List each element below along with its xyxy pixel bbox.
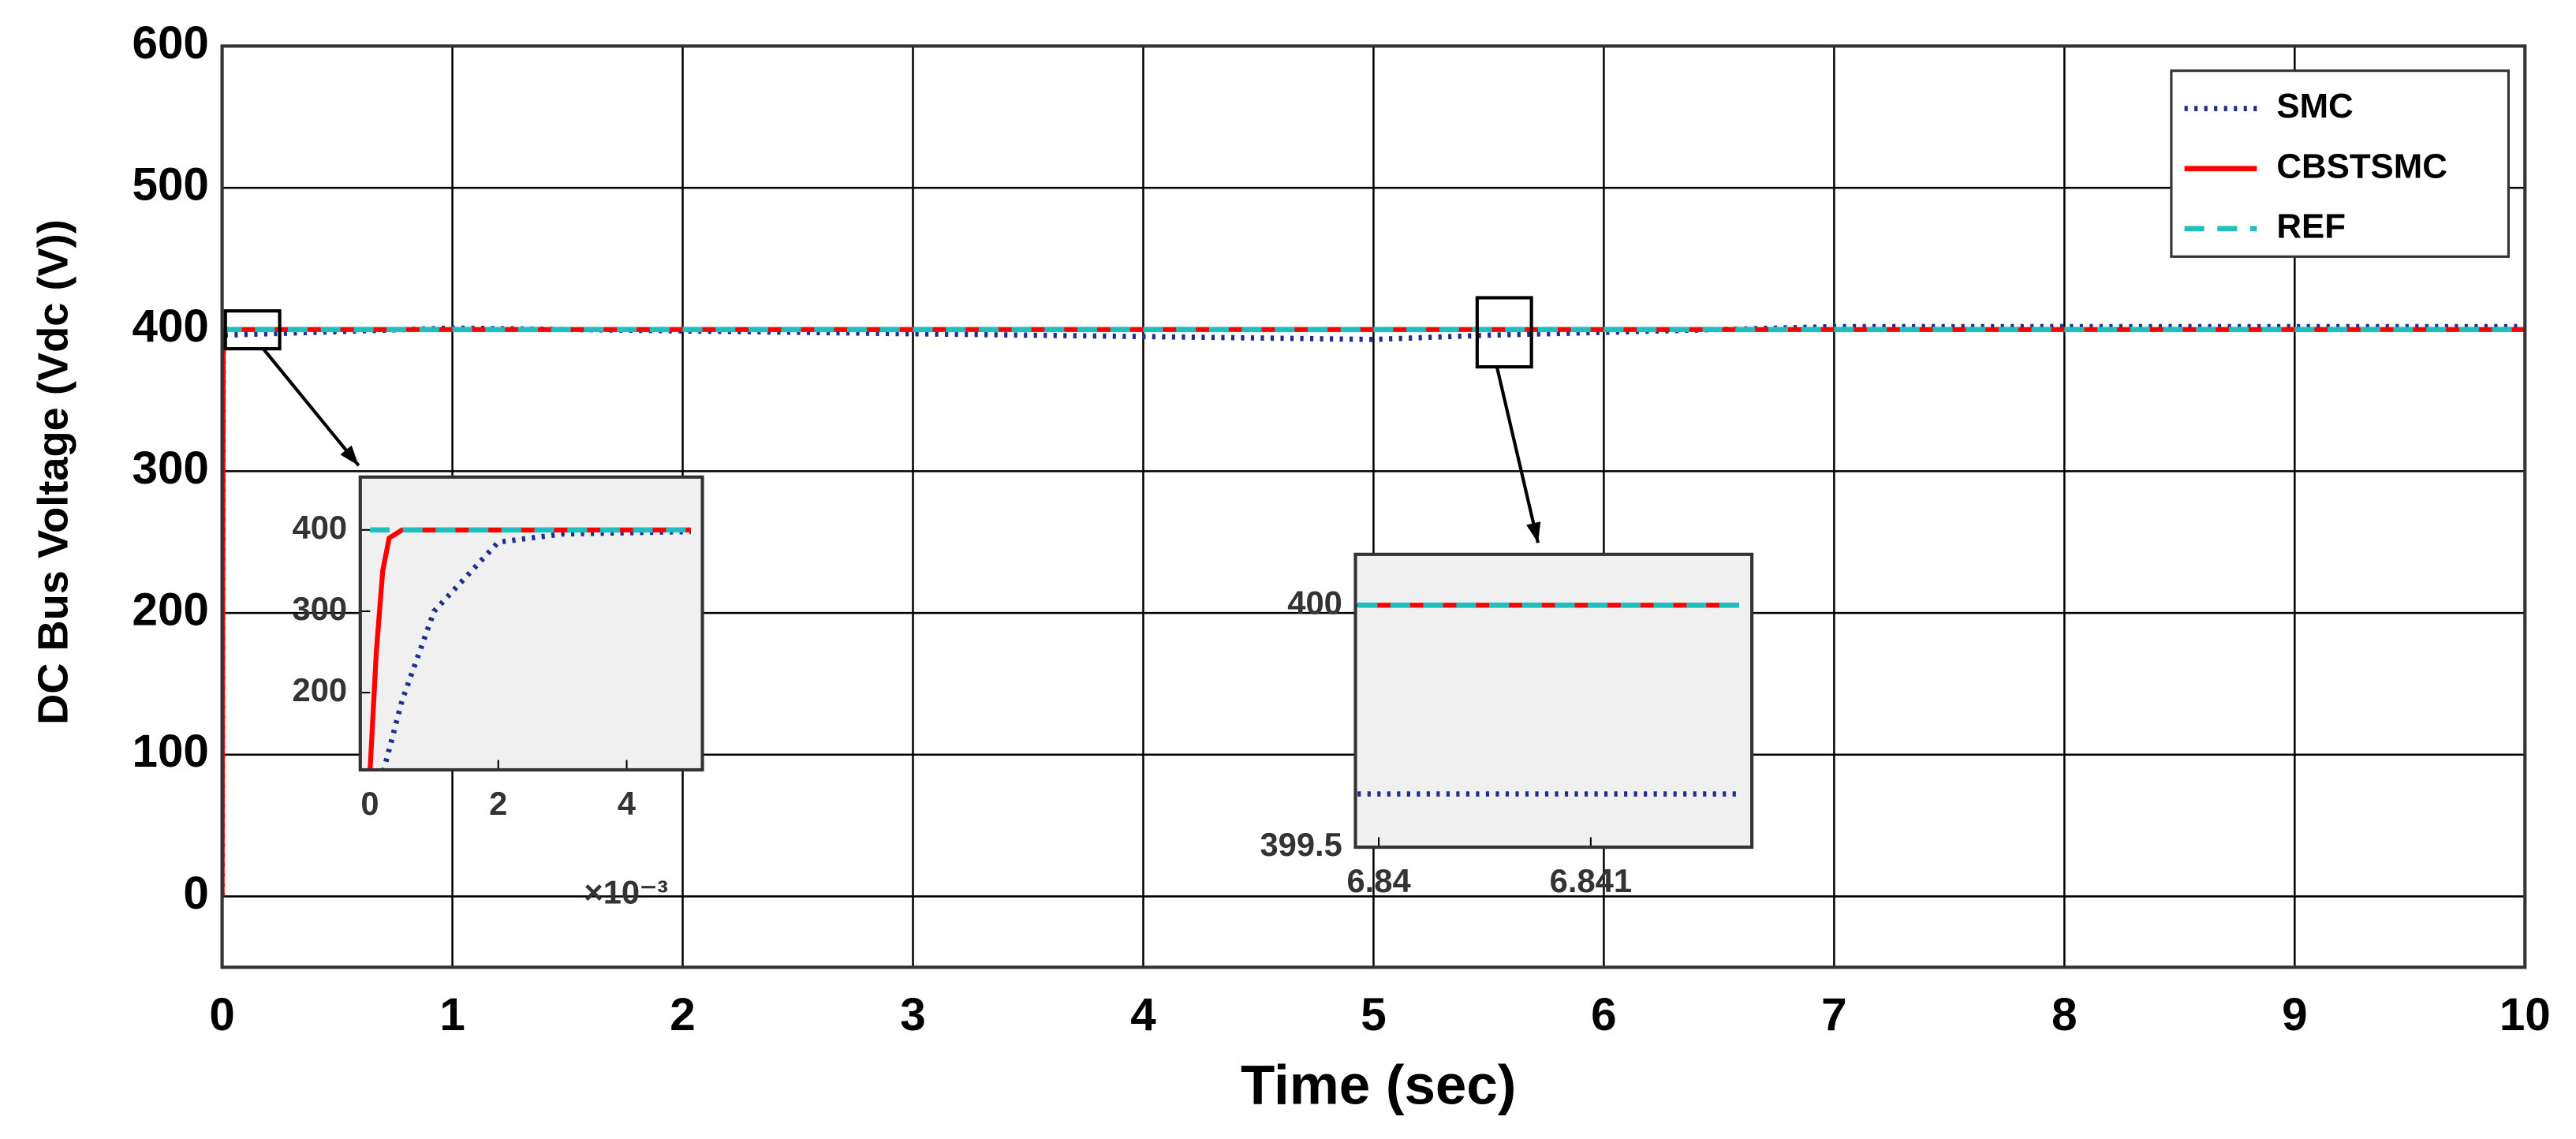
legend-label: SMC [2276, 87, 2353, 125]
x-tick-label: 2 [670, 989, 695, 1040]
legend: SMC CBSTSMC REF [2170, 69, 2511, 258]
legend-label: CBSTSMC [2276, 147, 2447, 185]
y-tick-label: 100 [133, 726, 209, 777]
x-tick-label: 0 [209, 989, 234, 1040]
zoom-box [1475, 296, 1533, 369]
x-tick-label: 0 [360, 785, 379, 822]
x-tick-label: 2 [489, 785, 507, 822]
y-tick-label: 400 [293, 509, 348, 546]
y-tick-label: 300 [133, 443, 209, 494]
x-tick-label: 1 [439, 989, 465, 1040]
plot-background [1355, 554, 1753, 848]
y-tick-label: 200 [133, 584, 209, 636]
zoom-arrow [262, 347, 360, 467]
legend-box [2170, 69, 2511, 258]
plot-frame [358, 475, 704, 772]
y-tick-label: 400 [133, 301, 209, 352]
legend-label: REF [2276, 207, 2346, 245]
data-line [222, 323, 2526, 897]
y-tick-label: 399.5 [1260, 826, 1342, 863]
y-axis-label: DC Bus Voltage (Vdc (V)) [29, 219, 77, 725]
zoom-box [223, 309, 282, 351]
x-tick-label: 6 [1591, 989, 1616, 1040]
x-tick-label: 4 [618, 785, 636, 822]
x-tick-label: 6.84 [1347, 862, 1411, 899]
plot-background [360, 476, 703, 771]
y-tick-label: 600 [133, 17, 209, 69]
plot-frame [220, 44, 2527, 969]
x-tick-label: 4 [1130, 989, 1156, 1040]
x-axis-label: Time (sec) [1241, 1054, 1516, 1116]
x-tick-label: 10 [2499, 989, 2551, 1040]
zoom-arrow [1495, 366, 1540, 543]
x-tick-label: 5 [1361, 989, 1386, 1040]
x-tick-label: 6.841 [1550, 862, 1632, 899]
x-tick-label: 3 [900, 989, 925, 1040]
plot-frame [1353, 552, 1754, 850]
y-tick-label: 200 [293, 671, 348, 708]
y-tick-label: 500 [133, 159, 209, 210]
x-tick-label: 9 [2282, 989, 2307, 1040]
y-tick-label: 0 [183, 868, 208, 919]
arrow-head [1526, 521, 1541, 543]
y-tick-label: 400 [1287, 584, 1342, 621]
y-tick-label: 300 [293, 590, 348, 627]
x-multiplier: ×10⁻³ [584, 874, 668, 911]
x-tick-label: 7 [1821, 989, 1846, 1040]
arrow-head [340, 445, 359, 466]
x-tick-label: 8 [2051, 989, 2077, 1040]
